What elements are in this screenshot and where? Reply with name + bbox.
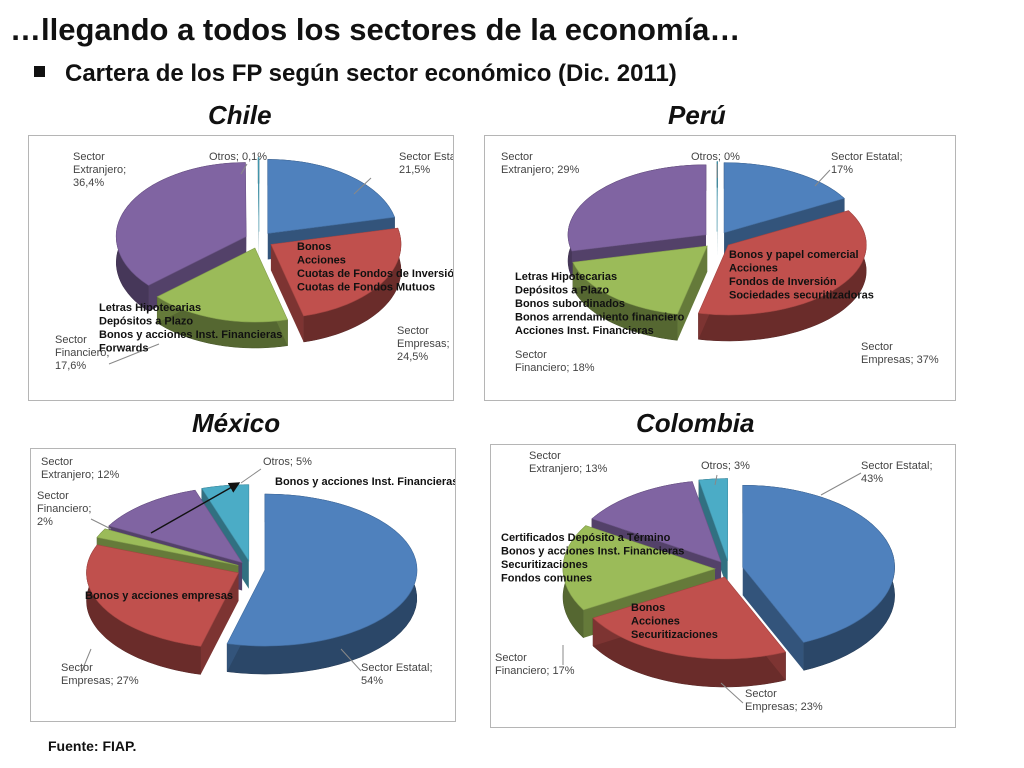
pie-slice-empresas: [592, 576, 787, 688]
chart-panel-colombia: Sector Estatal; 43% Sector Empresas; 23% Sec…: [490, 444, 956, 728]
annotation-0: Certificados Depósito a Término Bonos y a…: [501, 532, 684, 585]
slice-label-estatal: Sector Estatal; 17%: [831, 151, 903, 176]
slice-label-extranjero: Sector Extranjero; 12%: [41, 456, 119, 481]
leader-line: [240, 163, 248, 175]
slice-label-estatal: Sector Estatal; 54%: [361, 662, 433, 687]
pie-chart-1: Sector Estatal; 17% Sector Empresas; 37% Sec…: [501, 151, 939, 374]
slide-subtitle: Cartera de los FP según sector económico…: [34, 60, 677, 88]
slice-label-extranjero: Sector Extranjero; 13%: [529, 450, 607, 475]
chart-panel-peru: Sector Estatal; 17% Sector Empresas; 37% Sec…: [484, 135, 956, 401]
slice-label-otros: Otros; 0%: [691, 151, 740, 163]
leader-line: [240, 468, 262, 484]
pie-slice-otros: [257, 157, 260, 258]
slice-label-empresas: Sector Empresas; 37%: [861, 341, 939, 366]
chart-panel-chile: Sector Estatal;21,5% SectorEmpresas;24,5%…: [28, 135, 454, 401]
slice-label-extranjero: Sector Extranjero; 36,4%: [73, 151, 126, 189]
pie-chart-2: Sector Estatal; 54% Sector Empresas; 27% Sec…: [37, 456, 455, 687]
pie-slice-estatal: [742, 484, 895, 671]
annotation-1: Letras Hipotecarias Depósitos a Plazo Bono…: [515, 271, 685, 337]
slice-label-empresas: Sector Empresas; 23%: [745, 688, 823, 713]
pie-slice-empresas: [697, 210, 867, 342]
slice-label-estatal: Sector Estatal;21,5%: [399, 151, 453, 176]
slice-label-extranjero: Sector Extranjero; 29%: [501, 151, 579, 176]
slice-label-otros: Otros; 5%: [263, 456, 312, 468]
source-note: Fuente: FIAP.: [48, 738, 137, 754]
slice-label-otros: Otros; 0,1%: [209, 151, 267, 163]
subtitle-text: Cartera de los FP según sector económico…: [65, 60, 677, 87]
bullet-icon: [34, 66, 45, 78]
leader-line: [353, 177, 372, 195]
slice-label-estatal: Sector Estatal; 43%: [861, 460, 933, 485]
leader-line: [720, 682, 744, 704]
leader-line: [714, 474, 718, 486]
pie-slice-otros: [716, 161, 718, 258]
slice-label-financiero: Sector Financiero; 18%: [515, 349, 595, 374]
pie-slice-empresas: [86, 544, 239, 675]
slice-label-empresas: Sector Empresas; 27%: [61, 662, 139, 687]
leader-line: [820, 472, 862, 496]
leader-line: [90, 518, 112, 530]
slice-label-financiero: Sector Financiero; 2%: [37, 490, 91, 528]
slice-label-financiero: Sector Financiero; 17%: [495, 652, 575, 677]
slice-label-financiero: Sector Financiero; 17,6%: [55, 334, 109, 372]
chart-title-colombia: Colombia: [636, 408, 755, 438]
pie-chart-3: Sector Estatal; 43% Sector Empresas; 23% Sec…: [495, 450, 933, 713]
slice-label-otros: Otros; 3%: [701, 460, 750, 472]
annotation-1: Bonos Acciones Securitizaciones: [631, 602, 718, 641]
slide-title: …llegando a todos los sectores de la eco…: [10, 12, 741, 47]
chart-title-chile: Chile: [208, 100, 272, 130]
annotation-0: Bonos Acciones Cuotas de Fondos de Inversi…: [297, 241, 453, 294]
pie-slice-financiero: [572, 245, 708, 341]
arrow-line: [150, 482, 241, 534]
pie-slice-estatal: [226, 493, 418, 675]
chart-panel-mexico: Sector Estatal; 54% Sector Empresas; 27% Sec…: [30, 448, 456, 722]
pie-slice-empresas: [270, 227, 402, 343]
annotation-0: Bonos y papel comercial Acciones Fondos de…: [729, 249, 874, 302]
slice-label-empresas: Sector Empresas; 24,5%: [397, 325, 450, 363]
pie-chart-0: Sector Estatal;21,5% SectorEmpresas;24,5%…: [55, 151, 453, 372]
leader-line: [80, 648, 92, 674]
leader-line: [340, 648, 362, 672]
annotation-0: Bonos y acciones Inst. Financieras: [275, 476, 455, 488]
annotation-1: Bonos y acciones empresas: [85, 590, 233, 602]
chart-title-peru: Perú: [668, 100, 726, 130]
leader-line: [108, 343, 160, 365]
annotation-1: Letras Hipotecarias Depósitos a Plazo Bono…: [99, 302, 282, 355]
leader-line: [814, 169, 831, 187]
pie-slice-financiero: [156, 247, 289, 349]
chart-title-mexico: México: [192, 408, 281, 438]
